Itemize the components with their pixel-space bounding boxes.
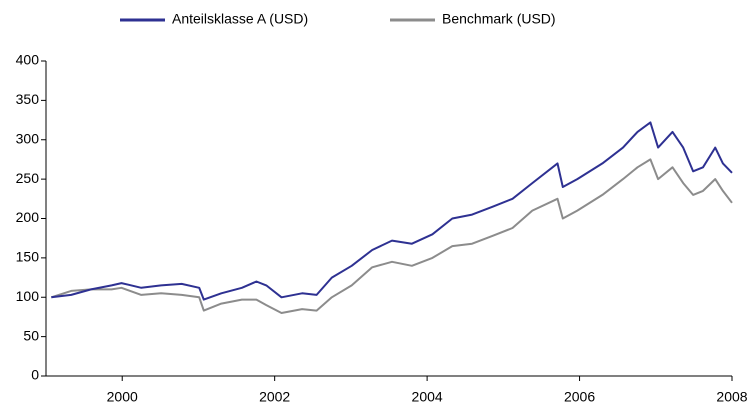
y-tick-label: 400 bbox=[16, 52, 40, 68]
x-tick-label: 2006 bbox=[564, 389, 595, 405]
x-tick-label: 2004 bbox=[412, 389, 443, 405]
x-tick-label: 2002 bbox=[259, 389, 290, 405]
series-line bbox=[50, 158, 733, 314]
y-tick-label: 200 bbox=[16, 209, 40, 225]
y-tick-label: 150 bbox=[16, 249, 40, 265]
y-tick-label: 250 bbox=[16, 170, 40, 186]
x-tick-label: 2008 bbox=[716, 389, 747, 405]
y-tick-label: 100 bbox=[16, 288, 40, 304]
y-tick-label: 0 bbox=[31, 367, 39, 383]
y-tick-label: 300 bbox=[16, 130, 40, 146]
x-tick-label: 2000 bbox=[107, 389, 138, 405]
y-tick-label: 50 bbox=[23, 327, 39, 343]
series-line bbox=[51, 121, 733, 301]
legend-label: Benchmark (USD) bbox=[442, 11, 556, 27]
y-tick-label: 350 bbox=[16, 91, 40, 107]
legend-label: Anteilsklasse A (USD) bbox=[172, 11, 308, 27]
